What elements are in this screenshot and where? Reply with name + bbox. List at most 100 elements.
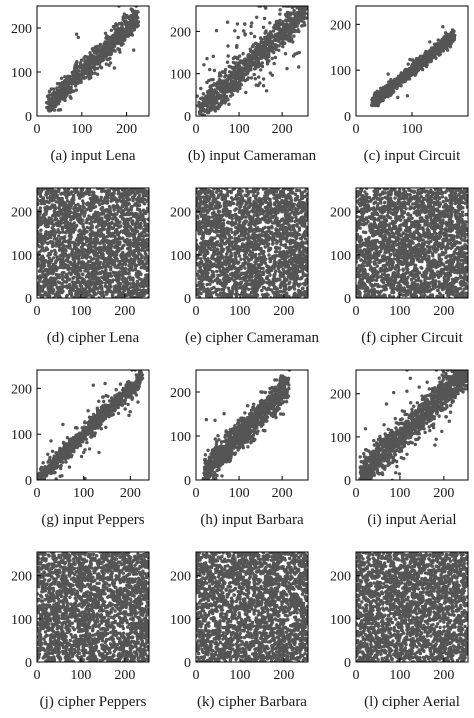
scatter-point: [291, 40, 295, 44]
scatter-point: [225, 60, 230, 64]
scatter-point: [133, 202, 137, 206]
scatter-point: [72, 260, 77, 264]
scatter-point: [122, 36, 127, 41]
scatter-point: [58, 257, 62, 261]
scatter-point: [99, 220, 103, 224]
scatter-point: [51, 290, 55, 295]
scatter-point: [46, 259, 51, 264]
scatter-point: [47, 295, 51, 298]
scatter-point: [135, 243, 139, 247]
scatter-point: [265, 58, 269, 62]
scatter-point: [137, 277, 142, 281]
scatter-point: [69, 96, 73, 100]
scatter-point: [232, 65, 236, 70]
scatter-point: [51, 243, 55, 248]
scatter-point: [283, 12, 288, 17]
scatter-point: [396, 95, 400, 100]
scatter-point: [66, 260, 70, 264]
scatter-point: [59, 209, 63, 213]
scatter-point: [86, 61, 90, 65]
scatter-point: [37, 236, 41, 240]
scatter-point: [139, 272, 143, 276]
scatter-point: [118, 220, 122, 224]
scatter-point: [144, 262, 148, 266]
scatter-point: [249, 66, 253, 71]
scatter-point: [85, 56, 90, 60]
scatter-point: [73, 257, 77, 261]
x-tick-label: 100: [229, 122, 250, 137]
scatter-point: [66, 82, 71, 87]
scatter-point: [101, 253, 105, 257]
scatter-point: [252, 67, 257, 71]
scatter-point: [59, 76, 64, 81]
scatter-point: [139, 215, 144, 219]
scatter-point: [262, 44, 266, 48]
scatter-point: [45, 247, 50, 252]
scatter-point: [59, 94, 63, 98]
scatter-point: [83, 248, 87, 252]
scatter-point: [121, 284, 126, 288]
plot-frame: [195, 5, 309, 117]
scatter-point: [249, 24, 253, 29]
scatter-point: [114, 22, 118, 26]
scatter-point: [236, 35, 240, 40]
scatter-point: [68, 192, 72, 196]
scatter-point: [109, 246, 113, 251]
scatter-point: [249, 31, 253, 36]
scatter-point: [121, 32, 125, 36]
scatter-point: [448, 44, 452, 49]
scatter-point: [76, 238, 80, 242]
scatter-point: [223, 101, 227, 105]
scatter-point: [134, 13, 138, 17]
scatter-point: [283, 52, 288, 56]
scatter-point: [69, 267, 73, 271]
scatter-point: [212, 91, 216, 95]
scatter-point: [238, 86, 242, 91]
scatter-point: [146, 195, 149, 199]
scatter-point: [107, 63, 111, 67]
scatter-point: [261, 77, 266, 81]
scatter-point: [133, 16, 138, 20]
scatter-point: [379, 99, 384, 103]
scatter-point: [445, 47, 449, 51]
scatter-point: [209, 108, 213, 112]
scatter-point: [145, 284, 149, 288]
scatter-point: [91, 281, 96, 286]
scatter-point: [274, 38, 278, 43]
scatter-point: [99, 66, 104, 70]
scatter-point: [254, 49, 259, 53]
scatter-point: [260, 55, 265, 59]
scatter-point: [281, 42, 285, 46]
scatter-point: [131, 281, 135, 285]
scatter-point: [109, 265, 113, 270]
scatter-point: [408, 57, 412, 62]
scatter-point: [131, 284, 136, 288]
scatter-point: [73, 227, 77, 231]
scatter-point: [74, 78, 78, 83]
scatter-point: [124, 224, 128, 228]
scatter-point: [146, 276, 149, 280]
scatter-points: [196, 6, 308, 116]
scatter-point: [236, 81, 240, 85]
scatter-point: [112, 240, 116, 245]
scatter-point: [75, 65, 79, 69]
scatter-point: [297, 29, 301, 34]
scatter-point: [400, 79, 405, 84]
scatter-point: [82, 56, 86, 60]
scatter-point: [123, 207, 128, 211]
scatter-point: [91, 54, 95, 58]
scatter-point: [450, 28, 455, 32]
scatter-point: [264, 89, 269, 93]
scatter-point: [261, 25, 266, 29]
scatter-point: [135, 229, 140, 234]
scatter-point: [297, 65, 301, 69]
scatter-point: [100, 205, 105, 210]
scatter-point: [69, 210, 73, 214]
scatter-point: [111, 24, 116, 29]
x-tick-label: 0: [34, 122, 41, 137]
scatter-point: [224, 83, 228, 87]
scatter-point: [37, 243, 40, 247]
scatter-point: [273, 55, 278, 60]
scatter-point: [279, 36, 283, 41]
scatter-point: [450, 36, 454, 41]
